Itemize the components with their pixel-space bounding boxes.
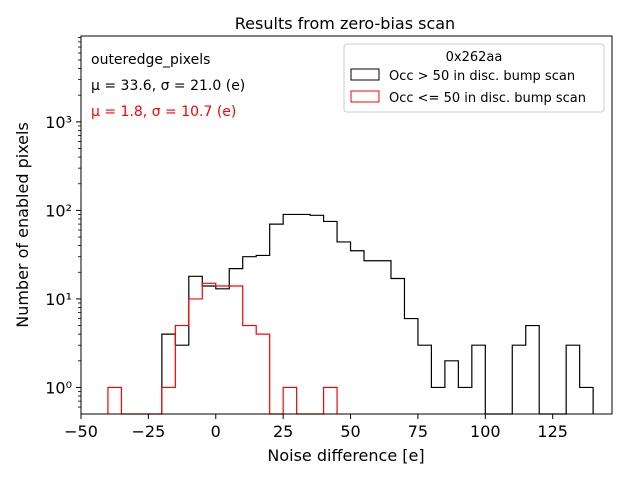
annotation-stats-black: μ = 33.6, σ = 21.0 (e) bbox=[91, 78, 245, 94]
chart-title: Results from zero-bias scan bbox=[235, 14, 455, 33]
x-tick-label: 0 bbox=[211, 422, 221, 441]
x-tick-label: 25 bbox=[273, 422, 293, 441]
y-axis-label: Number of enabled pixels bbox=[13, 122, 32, 328]
legend-entry-red: Occ <= 50 in disc. bump scan bbox=[389, 91, 586, 106]
plot-frame bbox=[80, 35, 613, 415]
axis-ticks: −50 −25 0 25 50 75 100 125 10⁰ 10¹ 10² 10³ bbox=[45, 36, 568, 441]
y-tick-label: 10³ bbox=[45, 113, 72, 132]
x-tick-label: 75 bbox=[408, 422, 428, 441]
legend-swatch-red bbox=[350, 90, 380, 103]
legend: 0x262aa Occ > 50 in disc. bump scan Occ … bbox=[343, 43, 605, 113]
x-tick-label: 125 bbox=[537, 422, 568, 441]
legend-entry-black: Occ > 50 in disc. bump scan bbox=[389, 69, 575, 84]
legend-box bbox=[343, 43, 605, 113]
legend-swatch-black bbox=[350, 68, 380, 81]
annotation-region: outeredge_pixels bbox=[91, 52, 210, 68]
y-tick-label: 10⁰ bbox=[45, 378, 72, 397]
y-tick-label: 10¹ bbox=[45, 290, 72, 309]
x-tick-label: 100 bbox=[470, 422, 501, 441]
x-tick-label: −25 bbox=[132, 422, 166, 441]
y-tick-label: 10² bbox=[45, 201, 72, 220]
legend-title: 0x262aa bbox=[446, 50, 503, 65]
x-tick-label: −50 bbox=[64, 422, 98, 441]
annotation-stats-red: μ = 1.8, σ = 10.7 (e) bbox=[91, 104, 236, 120]
x-tick-label: 50 bbox=[340, 422, 360, 441]
x-axis-label: Noise difference [e] bbox=[267, 446, 424, 465]
